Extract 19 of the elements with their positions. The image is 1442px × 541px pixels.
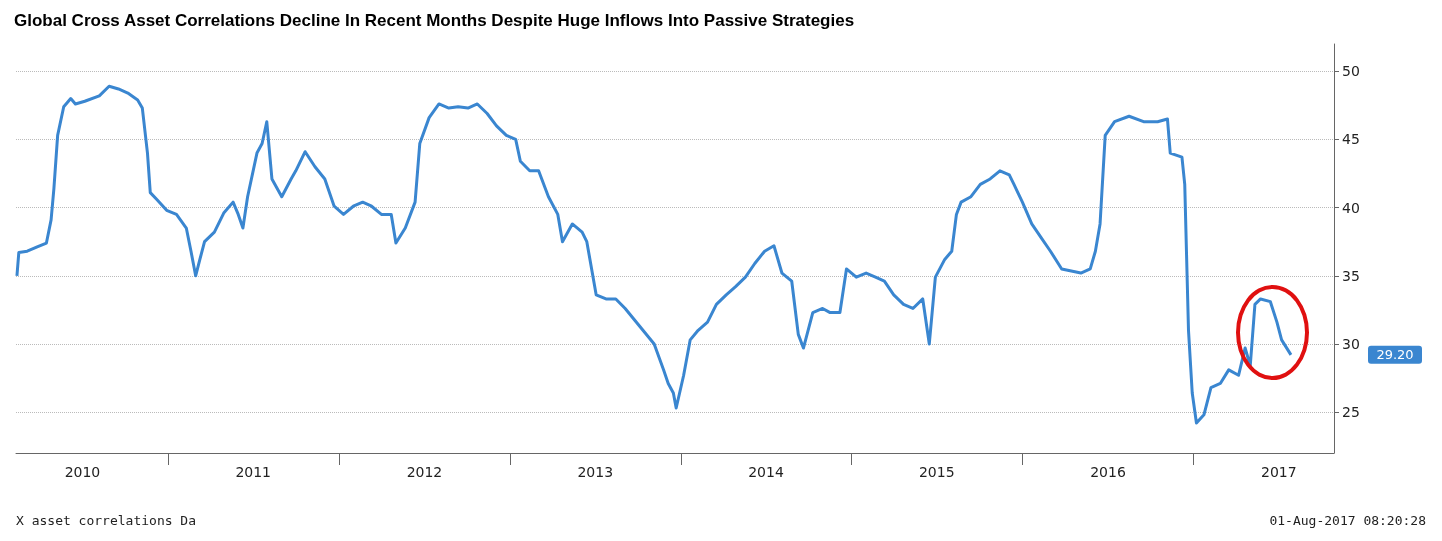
text: 01-Aug-2017 08:20:28 (1269, 513, 1427, 528)
chart-title: Global Cross Asset Correlations Decline In Recent Months Despite Huge Inflows Into Passive Strategies (14, 11, 855, 30)
x-tick-label: 2010 (64, 464, 101, 480)
y-tick-label: 45 (1342, 131, 1360, 148)
y-tick-label: 25 (1342, 404, 1360, 421)
x-tick-label: 2011 (235, 464, 272, 480)
x-tick-label: 2012 (406, 464, 443, 480)
y-tick-label: 30 (1342, 335, 1360, 352)
text: 29.20 (1376, 347, 1414, 363)
y-tick-label: 40 (1342, 199, 1360, 216)
text: X asset correlations Da (16, 513, 197, 528)
x-tick-label: 2013 (577, 464, 614, 480)
x-tick-label: 2014 (748, 464, 784, 480)
x-tick-label: 2017 (1260, 464, 1297, 480)
x-tick-label: 2016 (1090, 464, 1126, 480)
x-tick-label: 2015 (918, 464, 955, 480)
y-tick-label: 35 (1342, 267, 1360, 284)
y-tick-label: 50 (1342, 63, 1360, 80)
line-series (15, 84, 1293, 425)
